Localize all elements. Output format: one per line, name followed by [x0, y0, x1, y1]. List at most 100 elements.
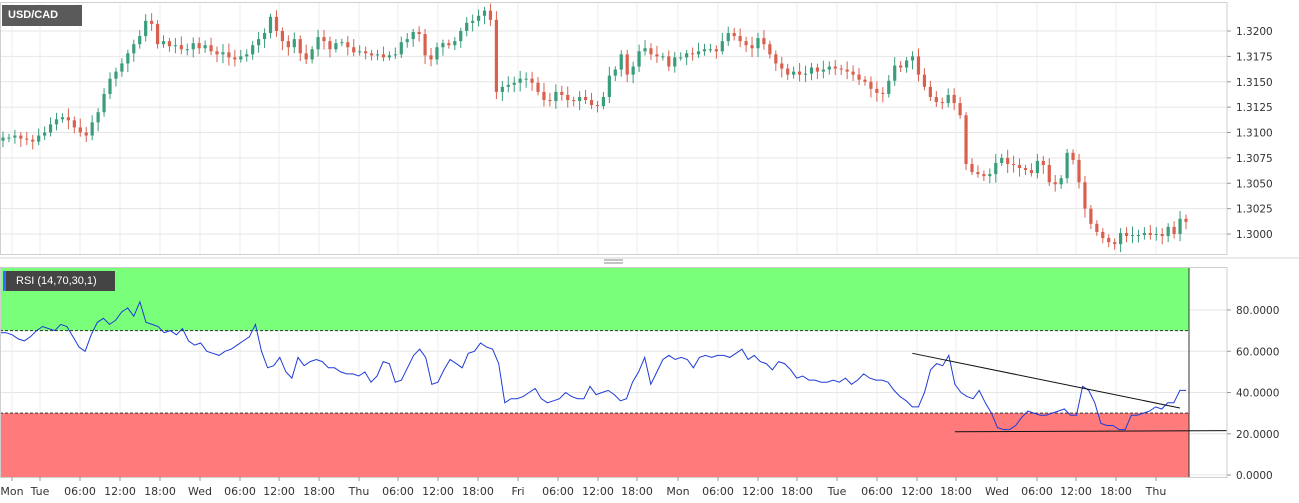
- time-tick-label: 18:00: [781, 485, 813, 498]
- candle-down: [488, 10, 493, 20]
- candle: [744, 36, 748, 53]
- candle-down: [964, 115, 968, 164]
- candle: [25, 131, 29, 146]
- candle-down: [732, 33, 736, 37]
- time-tick-label: Mon: [666, 485, 689, 498]
- candle-up: [126, 53, 130, 64]
- candle-down: [1095, 223, 1099, 232]
- candle: [280, 27, 285, 51]
- candle: [465, 17, 469, 37]
- candle-up: [756, 38, 760, 49]
- candle: [191, 37, 195, 58]
- panel-resize-handle[interactable]: [604, 259, 623, 264]
- price-tick-label: 1.3075: [1236, 153, 1273, 165]
- candle-down: [25, 138, 29, 140]
- candle-up: [239, 56, 243, 60]
- candle: [566, 86, 570, 108]
- panel-frames: [0, 2, 1299, 478]
- time-tick-label: Tue: [827, 485, 847, 498]
- candle-up: [904, 60, 909, 68]
- candle-down: [209, 45, 213, 52]
- candle: [928, 80, 932, 101]
- candle-down: [845, 69, 849, 72]
- candle: [881, 87, 885, 103]
- price-tick-label: 1.3200: [1236, 26, 1273, 38]
- candle: [411, 28, 415, 47]
- candle: [625, 49, 629, 83]
- candle-down: [150, 20, 154, 24]
- rsi-panel-frame: [0, 267, 1228, 478]
- candle: [875, 81, 879, 102]
- rsi-tick-label: 80.0000: [1236, 305, 1279, 317]
- time-tick-label: 06:00: [64, 485, 96, 498]
- candle: [66, 108, 70, 130]
- rsi-series: [0, 300, 1186, 431]
- candle: [179, 36, 183, 55]
- descending-trendline: [912, 352, 1181, 409]
- candle-up: [1166, 226, 1170, 237]
- candle: [988, 168, 992, 184]
- candle-up: [910, 56, 915, 61]
- candle: [601, 92, 606, 110]
- candle: [1119, 228, 1123, 253]
- candle: [257, 31, 261, 53]
- candle-down: [1006, 157, 1010, 164]
- candle: [774, 50, 778, 71]
- candle-down: [815, 67, 820, 72]
- candle-up: [453, 41, 457, 46]
- candle: [286, 35, 290, 56]
- candle: [690, 47, 695, 61]
- candle: [476, 9, 481, 27]
- candle: [364, 46, 368, 60]
- candle-down: [322, 37, 326, 42]
- candle: [548, 93, 552, 107]
- candle-down: [976, 172, 980, 175]
- candle: [839, 64, 843, 75]
- candle: [732, 27, 736, 41]
- candle-down: [762, 38, 766, 45]
- candle: [1077, 153, 1081, 189]
- time-tick-label: Wed: [188, 485, 212, 498]
- candle-up: [245, 54, 249, 57]
- candle-down: [774, 54, 778, 64]
- candle: [572, 96, 576, 107]
- candle-up: [1119, 232, 1123, 245]
- candle: [316, 29, 320, 57]
- candle: [679, 52, 683, 61]
- candle-down: [286, 41, 290, 48]
- candle-down: [625, 54, 629, 75]
- candle-down: [179, 45, 183, 50]
- candle-down: [797, 71, 802, 75]
- candle-down: [857, 74, 861, 80]
- candle-up: [696, 51, 701, 55]
- candle: [245, 49, 249, 62]
- candle: [786, 63, 790, 80]
- candle: [750, 36, 754, 58]
- candle-down: [346, 42, 350, 48]
- time-tick-label: Mon: [0, 485, 23, 498]
- candle-down: [1107, 238, 1111, 243]
- candle: [268, 13, 273, 39]
- candle: [518, 70, 522, 92]
- candle-down: [780, 63, 784, 69]
- candle-up: [387, 55, 392, 58]
- candle-up: [1142, 232, 1146, 236]
- candle: [589, 92, 594, 110]
- candle-up: [702, 49, 707, 52]
- candle-down: [786, 68, 790, 75]
- candle-down: [215, 51, 219, 55]
- candle: [482, 6, 487, 25]
- candle-up: [185, 49, 189, 51]
- candle-down: [1023, 168, 1028, 171]
- candle: [1023, 164, 1028, 175]
- candle-up: [578, 96, 582, 102]
- candle-up: [459, 31, 463, 42]
- time-tick-label: 06:00: [224, 485, 256, 498]
- candle: [459, 27, 463, 48]
- candle: [803, 65, 808, 83]
- rsi-indicator-label[interactable]: RSI (14,70,30,1): [3, 271, 115, 291]
- candle: [1000, 153, 1004, 167]
- candle-down: [667, 56, 671, 67]
- candle: [203, 40, 207, 53]
- candle: [90, 115, 94, 141]
